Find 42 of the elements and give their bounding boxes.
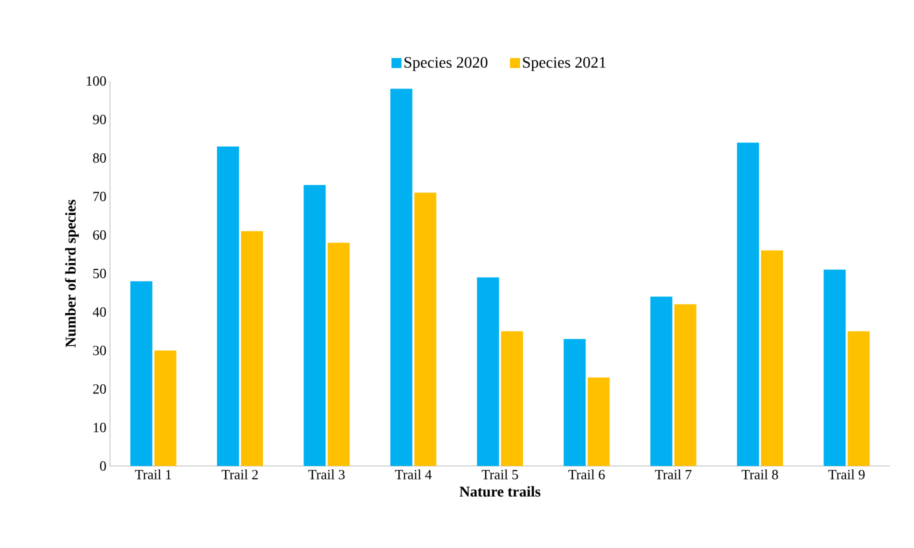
x-tick-label: Trail 9 (828, 470, 865, 480)
bar (390, 88, 412, 466)
bar (240, 231, 263, 466)
bar (414, 192, 436, 466)
y-tick-label: 70 (93, 192, 106, 202)
legend-label: Species 2021 (523, 57, 606, 72)
y-tick-label: 80 (93, 153, 106, 163)
bar (154, 350, 176, 466)
bar (588, 377, 610, 466)
x-tick-label: Trail 4 (395, 470, 432, 480)
y-tick-label: 100 (86, 76, 106, 86)
y-tick-label: 50 (93, 268, 106, 278)
bar (477, 277, 500, 466)
x-tick-label: Trail 2 (222, 470, 258, 480)
bar (848, 331, 870, 466)
bar (737, 142, 760, 466)
x-tick-label: Trail 8 (742, 470, 778, 480)
y-tick-label: 10 (94, 422, 106, 432)
bar (650, 296, 672, 466)
bar (824, 270, 846, 466)
bar (760, 250, 783, 466)
x-axis-title: Nature trails (460, 486, 540, 497)
y-tick-label: 20 (93, 384, 106, 394)
y-tick-label: 60 (93, 230, 106, 240)
bar (500, 331, 523, 466)
x-tick-label: Trail 5 (482, 470, 518, 480)
x-tick-label: Trail 6 (568, 470, 605, 480)
bar (674, 304, 696, 466)
y-axis-title: Number of bird species (65, 200, 79, 348)
bar (217, 146, 240, 466)
bar (328, 242, 350, 466)
y-tick-label: 40 (92, 307, 106, 317)
x-tick-label: Trail 3 (308, 470, 345, 480)
legend-label: Species 2020 (404, 57, 488, 72)
x-tick-label: Trail 1 (135, 470, 172, 480)
bar (564, 338, 586, 466)
bar (130, 281, 152, 466)
y-tick-label: 30 (93, 346, 106, 356)
y-tick-label: 90 (92, 114, 106, 124)
bar (304, 184, 326, 466)
x-tick-label: Trail 7 (655, 470, 692, 480)
y-tick-label: 0 (100, 461, 106, 471)
